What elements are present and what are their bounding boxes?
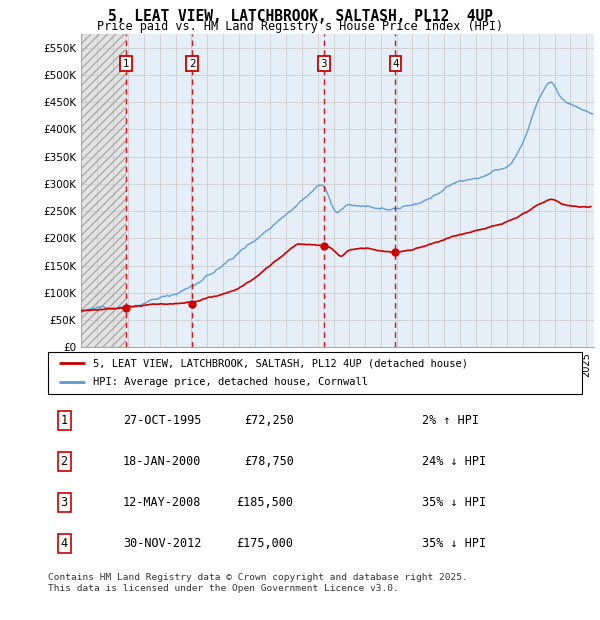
Text: 5, LEAT VIEW, LATCHBROOK, SALTASH, PL12  4UP: 5, LEAT VIEW, LATCHBROOK, SALTASH, PL12 … xyxy=(107,9,493,24)
Text: 18-JAN-2000: 18-JAN-2000 xyxy=(123,455,201,468)
Bar xyxy=(323,34,395,347)
Text: Price paid vs. HM Land Registry's House Price Index (HPI): Price paid vs. HM Land Registry's House … xyxy=(97,20,503,33)
Text: 30-NOV-2012: 30-NOV-2012 xyxy=(123,537,201,550)
Text: £72,250: £72,250 xyxy=(244,414,293,427)
Text: 3: 3 xyxy=(320,59,327,69)
Text: 2: 2 xyxy=(189,59,196,69)
Text: 12-MAY-2008: 12-MAY-2008 xyxy=(123,496,201,509)
Bar xyxy=(192,34,323,347)
Text: 3: 3 xyxy=(61,496,68,509)
Text: 4: 4 xyxy=(392,59,399,69)
Bar xyxy=(81,34,125,347)
Text: 5, LEAT VIEW, LATCHBROOK, SALTASH, PL12 4UP (detached house): 5, LEAT VIEW, LATCHBROOK, SALTASH, PL12 … xyxy=(94,358,469,368)
Text: 1: 1 xyxy=(122,59,129,69)
Bar xyxy=(125,34,192,347)
Text: 24% ↓ HPI: 24% ↓ HPI xyxy=(422,455,486,468)
Text: HPI: Average price, detached house, Cornwall: HPI: Average price, detached house, Corn… xyxy=(94,377,368,387)
Text: 35% ↓ HPI: 35% ↓ HPI xyxy=(422,496,486,509)
Text: 2% ↑ HPI: 2% ↑ HPI xyxy=(422,414,479,427)
Text: 27-OCT-1995: 27-OCT-1995 xyxy=(123,414,201,427)
Text: 4: 4 xyxy=(61,537,68,550)
Bar xyxy=(395,34,594,347)
Bar xyxy=(81,34,125,347)
Text: £185,500: £185,500 xyxy=(236,496,293,509)
Text: Contains HM Land Registry data © Crown copyright and database right 2025.
This d: Contains HM Land Registry data © Crown c… xyxy=(48,574,468,593)
Text: 35% ↓ HPI: 35% ↓ HPI xyxy=(422,537,486,550)
Text: £175,000: £175,000 xyxy=(236,537,293,550)
Text: £78,750: £78,750 xyxy=(244,455,293,468)
Text: 1: 1 xyxy=(61,414,68,427)
FancyBboxPatch shape xyxy=(48,352,582,394)
Text: 2: 2 xyxy=(61,455,68,468)
